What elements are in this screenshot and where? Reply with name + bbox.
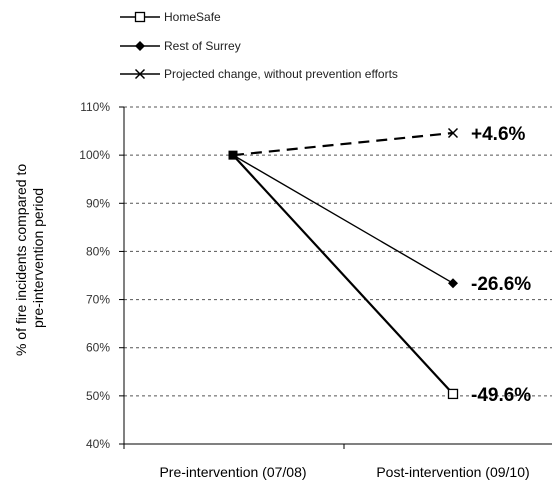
data-label: +4.6% (471, 124, 526, 145)
y-tick-label: 110% (80, 100, 110, 114)
y-tick-label: 60% (86, 341, 110, 355)
series-line (232, 154, 454, 284)
y-tick-label: 40% (86, 437, 110, 451)
series-lines (228, 127, 459, 400)
data-point-marker-start (228, 150, 238, 160)
x-category-labels: Pre-intervention (07/08) Post-interventio… (159, 464, 529, 480)
y-axis-label-line-2: pre-intervention period (30, 188, 46, 328)
legend-item: Rest of Surrey (120, 39, 241, 53)
series-1 (232, 154, 458, 289)
data-point-marker (447, 127, 459, 139)
data-point-marker (448, 278, 458, 289)
series-2 (232, 127, 459, 157)
y-tick-label: 80% (86, 244, 110, 258)
x-category-label: Post-intervention (09/10) (376, 464, 529, 480)
y-tick-labels: 40% 50% 60% 70% 80% 90% 100% 110% (79, 100, 110, 451)
data-label: -49.6% (471, 385, 531, 406)
legend: HomeSafe Rest of Surrey Projected change, … (120, 10, 398, 81)
y-tick-label: 100% (79, 148, 110, 162)
data-point-marker (447, 388, 459, 400)
legend-marker (135, 41, 145, 51)
data-labels: -49.6% -26.6% +4.6% (471, 124, 531, 406)
legend-label: Rest of Surrey (164, 39, 241, 53)
legend-item: Projected change, without prevention eff… (120, 67, 398, 81)
y-tick-label: 90% (86, 196, 110, 210)
series-0 (232, 154, 459, 400)
y-tick-label: 50% (86, 389, 110, 403)
gridlines (124, 106, 552, 397)
legend-marker (134, 68, 146, 80)
y-tick-label: 70% (86, 293, 110, 307)
x-category-label: Pre-intervention (07/08) (159, 464, 306, 480)
series-line (232, 154, 454, 395)
legend-label: HomeSafe (164, 10, 221, 24)
y-axis-label-line-1: % of fire incidents compared to (13, 164, 29, 356)
series-line (232, 131, 454, 157)
legend-label: Projected change, without prevention eff… (164, 67, 398, 81)
data-label: -26.6% (471, 274, 531, 295)
y-axis-label: % of fire incidents compared to pre-inte… (13, 160, 46, 356)
legend-item: HomeSafe (120, 10, 221, 24)
axes (119, 106, 552, 449)
legend-marker (134, 11, 146, 23)
